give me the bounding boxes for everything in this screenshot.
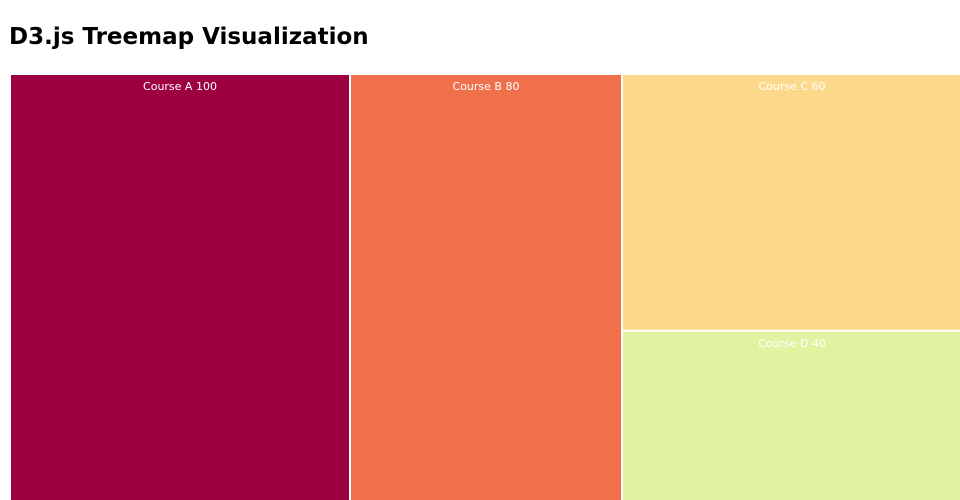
treemap-rect-course-a xyxy=(11,75,349,500)
treemap-rect-course-b xyxy=(351,75,621,500)
treemap-label-course-c: Course C 60 xyxy=(758,80,825,93)
treemap-label-course-a: Course A 100 xyxy=(143,80,217,93)
treemap-cell-course-b: Course B 80 xyxy=(351,75,621,500)
treemap-cell-course-c: Course C 60 xyxy=(623,75,960,330)
treemap-cells: Course A 100 Course B 80 Course C 60 Course… xyxy=(11,75,960,500)
treemap-rect-course-d xyxy=(623,331,960,500)
treemap-cell-course-a: Course A 100 xyxy=(11,75,349,500)
treemap-label-course-b: Course B 80 xyxy=(453,80,520,93)
treemap-label-course-d: Course D 40 xyxy=(758,337,826,350)
treemap-rect-course-c xyxy=(623,75,960,330)
page-title: D3.js Treemap Visualization xyxy=(9,24,369,50)
treemap-cell-course-d: Course D 40 xyxy=(623,331,960,500)
